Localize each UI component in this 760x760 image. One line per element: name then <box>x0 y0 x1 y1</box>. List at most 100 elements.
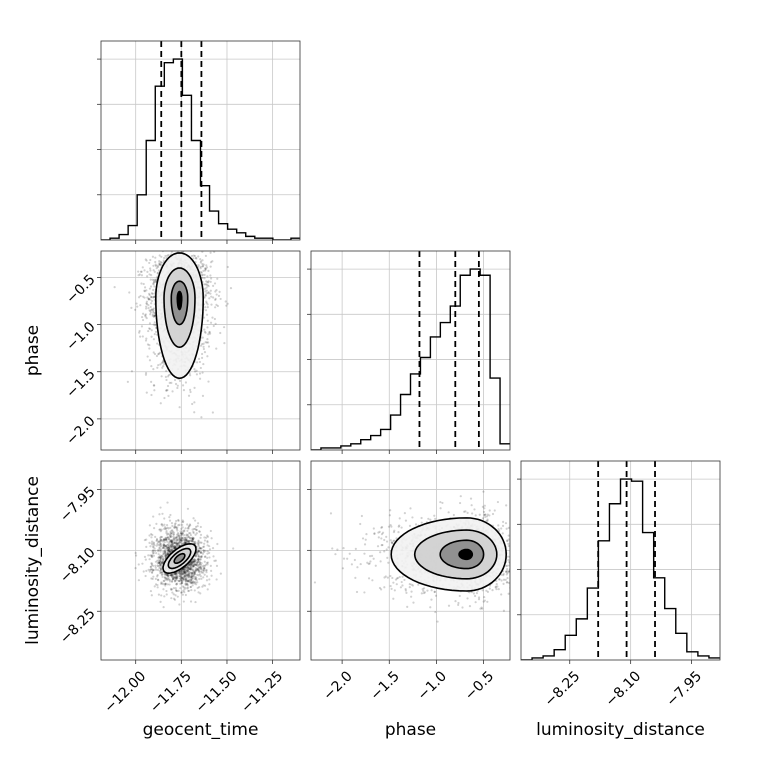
sample-point <box>198 566 201 569</box>
sample-point <box>181 519 184 522</box>
sample-point <box>439 500 442 504</box>
sample-point <box>153 270 156 273</box>
sample-point <box>507 544 510 548</box>
sample-point <box>198 377 202 380</box>
panel-content <box>521 461 720 660</box>
sample-point <box>197 549 200 553</box>
sample-point <box>214 298 217 301</box>
sample-point <box>392 530 396 534</box>
sample-point <box>192 570 195 573</box>
sample-point <box>179 571 182 574</box>
sample-point <box>181 593 184 596</box>
sample-point <box>200 556 203 559</box>
sample-point <box>182 600 185 603</box>
sample-point <box>181 526 184 529</box>
sample-point <box>398 575 401 579</box>
sample-point <box>185 567 188 570</box>
sample-point <box>193 241 195 243</box>
sample-point <box>156 264 159 267</box>
sample-point <box>191 574 195 578</box>
sample-point <box>194 555 197 558</box>
sample-point <box>148 570 151 573</box>
sample-point <box>164 550 167 553</box>
sample-point <box>195 567 199 570</box>
sample-point <box>156 568 160 572</box>
sample-point <box>186 574 189 577</box>
sample-point <box>179 572 182 575</box>
sample-point <box>145 545 148 549</box>
sample-point <box>196 552 199 555</box>
sample-point <box>197 550 200 553</box>
sample-point <box>203 351 207 354</box>
sample-point <box>143 290 147 293</box>
sample-point <box>147 298 150 301</box>
sample-point <box>152 545 155 548</box>
sample-point <box>181 530 184 533</box>
sample-point <box>151 533 154 537</box>
sample-point <box>174 546 177 549</box>
sample-point <box>205 300 208 303</box>
sample-point <box>172 577 175 580</box>
sample-point <box>166 389 169 392</box>
sample-point <box>161 546 164 549</box>
sample-point <box>174 545 177 548</box>
sample-point <box>209 261 213 264</box>
sample-point <box>214 297 217 300</box>
sample-point <box>145 302 148 305</box>
sample-point <box>458 501 462 505</box>
sample-point <box>214 306 217 309</box>
sample-point <box>175 526 178 529</box>
contour-line-1 <box>167 547 192 570</box>
sample-point <box>181 571 184 574</box>
sample-point <box>208 548 212 551</box>
panel-content <box>311 461 513 660</box>
sample-point <box>511 560 513 562</box>
sample-point <box>173 523 177 526</box>
sample-point <box>170 542 173 545</box>
sample-point <box>154 577 157 580</box>
sample-point <box>173 546 176 549</box>
sample-point <box>369 560 372 563</box>
sample-point <box>180 527 183 530</box>
sample-point <box>150 335 153 338</box>
sample-point <box>195 553 198 556</box>
sample-point <box>198 546 201 550</box>
sample-point <box>164 553 167 556</box>
sample-point <box>183 588 186 591</box>
sample-point <box>210 303 213 306</box>
sample-point <box>196 564 199 568</box>
sample-point <box>359 522 362 526</box>
sample-point <box>211 411 214 414</box>
sample-point <box>166 547 169 550</box>
sample-point <box>194 540 197 543</box>
sample-point <box>167 578 170 581</box>
sample-point <box>186 566 189 569</box>
sample-point <box>172 537 175 541</box>
sample-point <box>163 537 166 541</box>
sample-point <box>164 538 167 541</box>
sample-point <box>139 304 142 307</box>
sample-point <box>209 321 213 324</box>
sample-point <box>172 593 175 596</box>
sample-point <box>177 542 180 545</box>
sample-point <box>194 566 197 570</box>
sample-point <box>179 582 182 585</box>
sample-point <box>470 504 473 507</box>
sample-point <box>208 330 211 334</box>
sample-point <box>144 258 147 261</box>
sample-point <box>342 557 346 560</box>
sample-point <box>174 537 178 540</box>
sample-point <box>191 537 194 540</box>
sample-point <box>168 550 171 553</box>
sample-point <box>506 576 509 580</box>
sample-point <box>173 545 176 548</box>
sample-point <box>190 578 193 581</box>
sample-point <box>148 344 151 347</box>
sample-point <box>163 573 166 576</box>
sample-point <box>380 526 383 529</box>
sample-point <box>408 585 411 589</box>
sample-point <box>400 580 403 584</box>
sample-point <box>163 579 166 582</box>
sample-point <box>164 545 167 548</box>
sample-point <box>169 544 172 547</box>
